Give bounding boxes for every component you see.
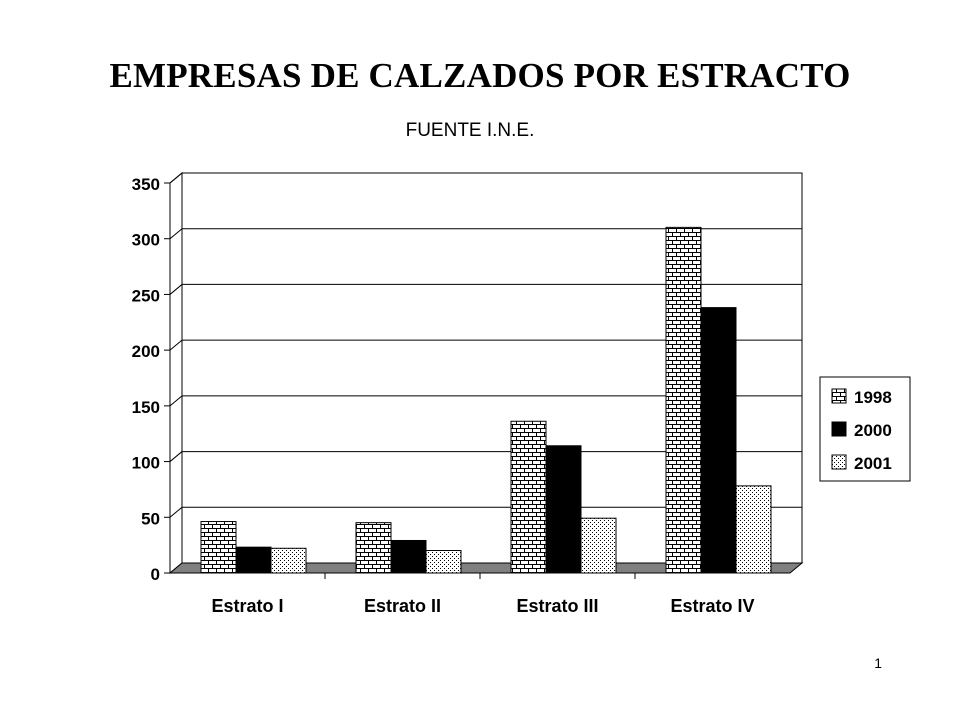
legend-swatch bbox=[831, 388, 847, 404]
legend-label: 1998 bbox=[854, 388, 892, 407]
gridline-side bbox=[169, 395, 183, 407]
bar bbox=[235, 546, 272, 574]
legend-label: 2001 bbox=[854, 454, 892, 473]
bar bbox=[390, 539, 427, 574]
page-number: 1 bbox=[874, 655, 882, 671]
page-title: EMPRESAS DE CALZADOS POR ESTRACTO bbox=[109, 56, 851, 95]
legend-label: 2000 bbox=[854, 421, 892, 440]
bar bbox=[425, 550, 462, 574]
plot-side-wall bbox=[169, 171, 183, 575]
gridline-side bbox=[169, 172, 183, 184]
bar bbox=[580, 517, 617, 574]
y-tick-label: 0 bbox=[151, 565, 160, 584]
y-tick-label: 100 bbox=[132, 454, 160, 473]
gridline-side bbox=[169, 451, 183, 462]
y-tick-label: 300 bbox=[132, 231, 160, 250]
y-tick-label: 250 bbox=[132, 286, 160, 305]
x-tick-label: Estrato II bbox=[364, 596, 441, 616]
bar bbox=[270, 547, 307, 574]
bar bbox=[700, 307, 737, 574]
x-tick-label: Estrato I bbox=[211, 596, 283, 616]
y-tick-label: 350 bbox=[132, 175, 160, 194]
bar bbox=[665, 226, 702, 574]
y-tick-label: 150 bbox=[132, 398, 160, 417]
legend-swatch bbox=[831, 454, 847, 470]
x-tick-label: Estrato III bbox=[516, 596, 598, 616]
gridline-side bbox=[169, 284, 183, 295]
gridline-side bbox=[169, 228, 183, 240]
bar bbox=[545, 445, 582, 574]
y-tick-label: 200 bbox=[132, 342, 160, 361]
legend: 1998 2000 2001 bbox=[819, 376, 911, 482]
gridline-side bbox=[169, 339, 183, 351]
chart-subtitle: FUENTE I.N.E. bbox=[405, 120, 535, 141]
bar bbox=[200, 521, 237, 574]
legend-swatch bbox=[831, 421, 847, 437]
bar bbox=[355, 522, 392, 574]
bar bbox=[735, 485, 772, 574]
y-tick-label: 50 bbox=[141, 509, 160, 528]
bar bbox=[510, 420, 547, 574]
gridline-side bbox=[169, 506, 183, 518]
axes: 0 50 100 150 200 250 300 350 Estrato I Estrato II… bbox=[132, 175, 790, 616]
x-tick-label: Estrato IV bbox=[670, 596, 754, 616]
